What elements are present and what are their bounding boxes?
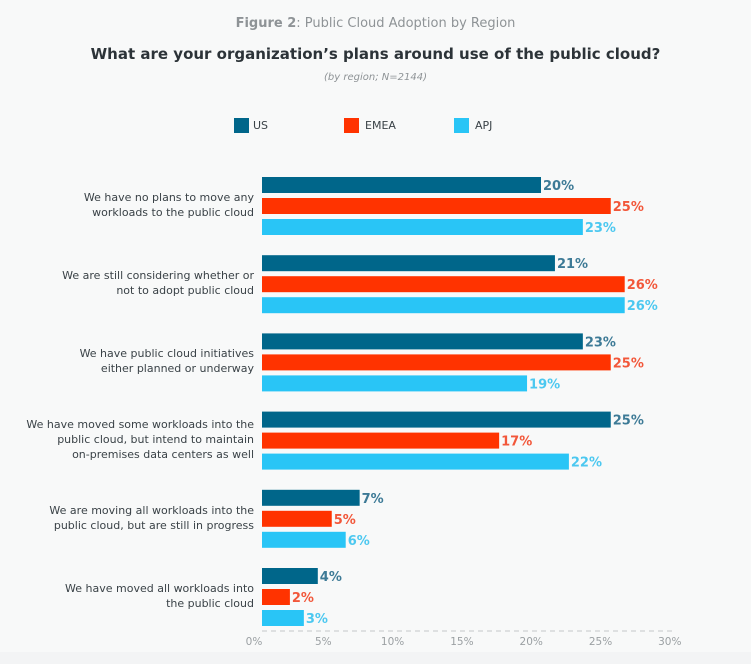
legend-item-apj: APJ (454, 118, 492, 133)
legend-item-emea: EMEA (344, 118, 396, 133)
category-label: We are still considering whether or not t… (14, 268, 254, 298)
data-label-apj: 6% (348, 534, 370, 549)
data-label-emea: 17% (501, 435, 532, 450)
category-label-line: We have moved all workloads into (65, 582, 254, 595)
legend-label-emea: EMEA (365, 119, 396, 132)
data-label-us: 25% (613, 414, 644, 429)
category-label-line: workloads to the public cloud (92, 206, 254, 219)
bar-emea (262, 198, 611, 214)
bar-us (262, 411, 611, 428)
bar-us (262, 255, 555, 272)
data-label-emea: 26% (627, 278, 658, 293)
category-label-line: either planned or underway (100, 362, 254, 376)
category-label-line: We have no plans to move any (83, 191, 254, 204)
data-label-apj: 3% (306, 612, 328, 627)
category-label: We are moving all workloads into the publ… (14, 503, 254, 533)
bar-us (262, 489, 360, 506)
figure-title: : Public Cloud Adoption by Region (296, 16, 516, 31)
bar-emea (262, 589, 290, 605)
category-label-line: public cloud, but are still in progress (53, 518, 254, 532)
x-tick-label: 25% (589, 636, 612, 648)
x-tick-label: 20% (520, 636, 543, 648)
category-label: We have public cloud initiatives either p… (14, 346, 254, 376)
x-tick-label: 30% (658, 636, 681, 648)
figure-number: Figure 2 (235, 16, 297, 31)
bar-apj (262, 453, 569, 470)
data-label-us: 4% (320, 570, 342, 585)
data-label-apj: 22% (571, 456, 602, 471)
bar-apj (262, 375, 528, 392)
figure-label: Figure 2: Public Cloud Adoption by Regio… (0, 16, 751, 31)
bar-us (262, 568, 318, 584)
x-tick-label: 0% (246, 636, 263, 648)
x-tick-label: 15% (450, 636, 473, 648)
category-label-line: not to adopt public cloud (116, 284, 254, 298)
chart-subtitle: (by region; N=2144) (324, 72, 427, 83)
data-label-apj: 26% (627, 299, 658, 314)
bar-emea (262, 354, 611, 371)
legend-swatch-emea (344, 118, 359, 133)
category-label-line: We are moving all workloads into the (49, 503, 254, 517)
data-label-us: 21% (557, 257, 588, 272)
legend-label-apj: APJ (475, 119, 493, 132)
legend-item-us: US (234, 118, 268, 133)
data-label-emea: 5% (334, 513, 356, 528)
bar-emea (262, 276, 625, 293)
data-label-us: 7% (362, 492, 384, 507)
category-label: We have no plans to move any workloads to… (14, 190, 254, 220)
x-tick-label: 5% (315, 636, 332, 648)
category-label: We have moved some workloads into the pub… (14, 417, 254, 462)
category-label: We have moved all workloads into the publ… (14, 581, 254, 611)
category-label-line: the public cloud (166, 597, 254, 610)
category-label-line: We have moved some workloads into the (26, 418, 254, 432)
data-label-apj: 23% (585, 221, 616, 236)
category-label-line: public cloud, but intend to maintain (57, 433, 254, 447)
legend-swatch-apj (454, 118, 469, 133)
legend-swatch-us (234, 118, 249, 133)
category-label-line: We are still considering whether or (62, 269, 254, 283)
data-label-emea: 2% (292, 591, 314, 606)
bar-apj (262, 531, 346, 548)
bar-us (262, 177, 541, 193)
bar-apj (262, 610, 304, 626)
data-label-emea: 25% (613, 356, 644, 371)
data-label-emea: 25% (613, 200, 644, 215)
footer-band (0, 652, 751, 664)
data-label-us: 20% (543, 179, 574, 194)
data-label-us: 23% (585, 335, 616, 350)
bar-apj (262, 219, 583, 235)
bar-emea (262, 510, 332, 527)
chart-title: What are your organization’s plans aroun… (90, 45, 661, 63)
x-tick-label: 10% (381, 636, 404, 648)
bar-apj (262, 297, 625, 314)
category-label-line: on-premises data centers as well (72, 448, 254, 462)
bar-emea (262, 432, 500, 449)
category-label-line: We have public cloud initiatives (79, 347, 254, 361)
data-label-apj: 19% (529, 377, 560, 392)
legend-label-us: US (253, 119, 269, 132)
bar-us (262, 333, 583, 350)
